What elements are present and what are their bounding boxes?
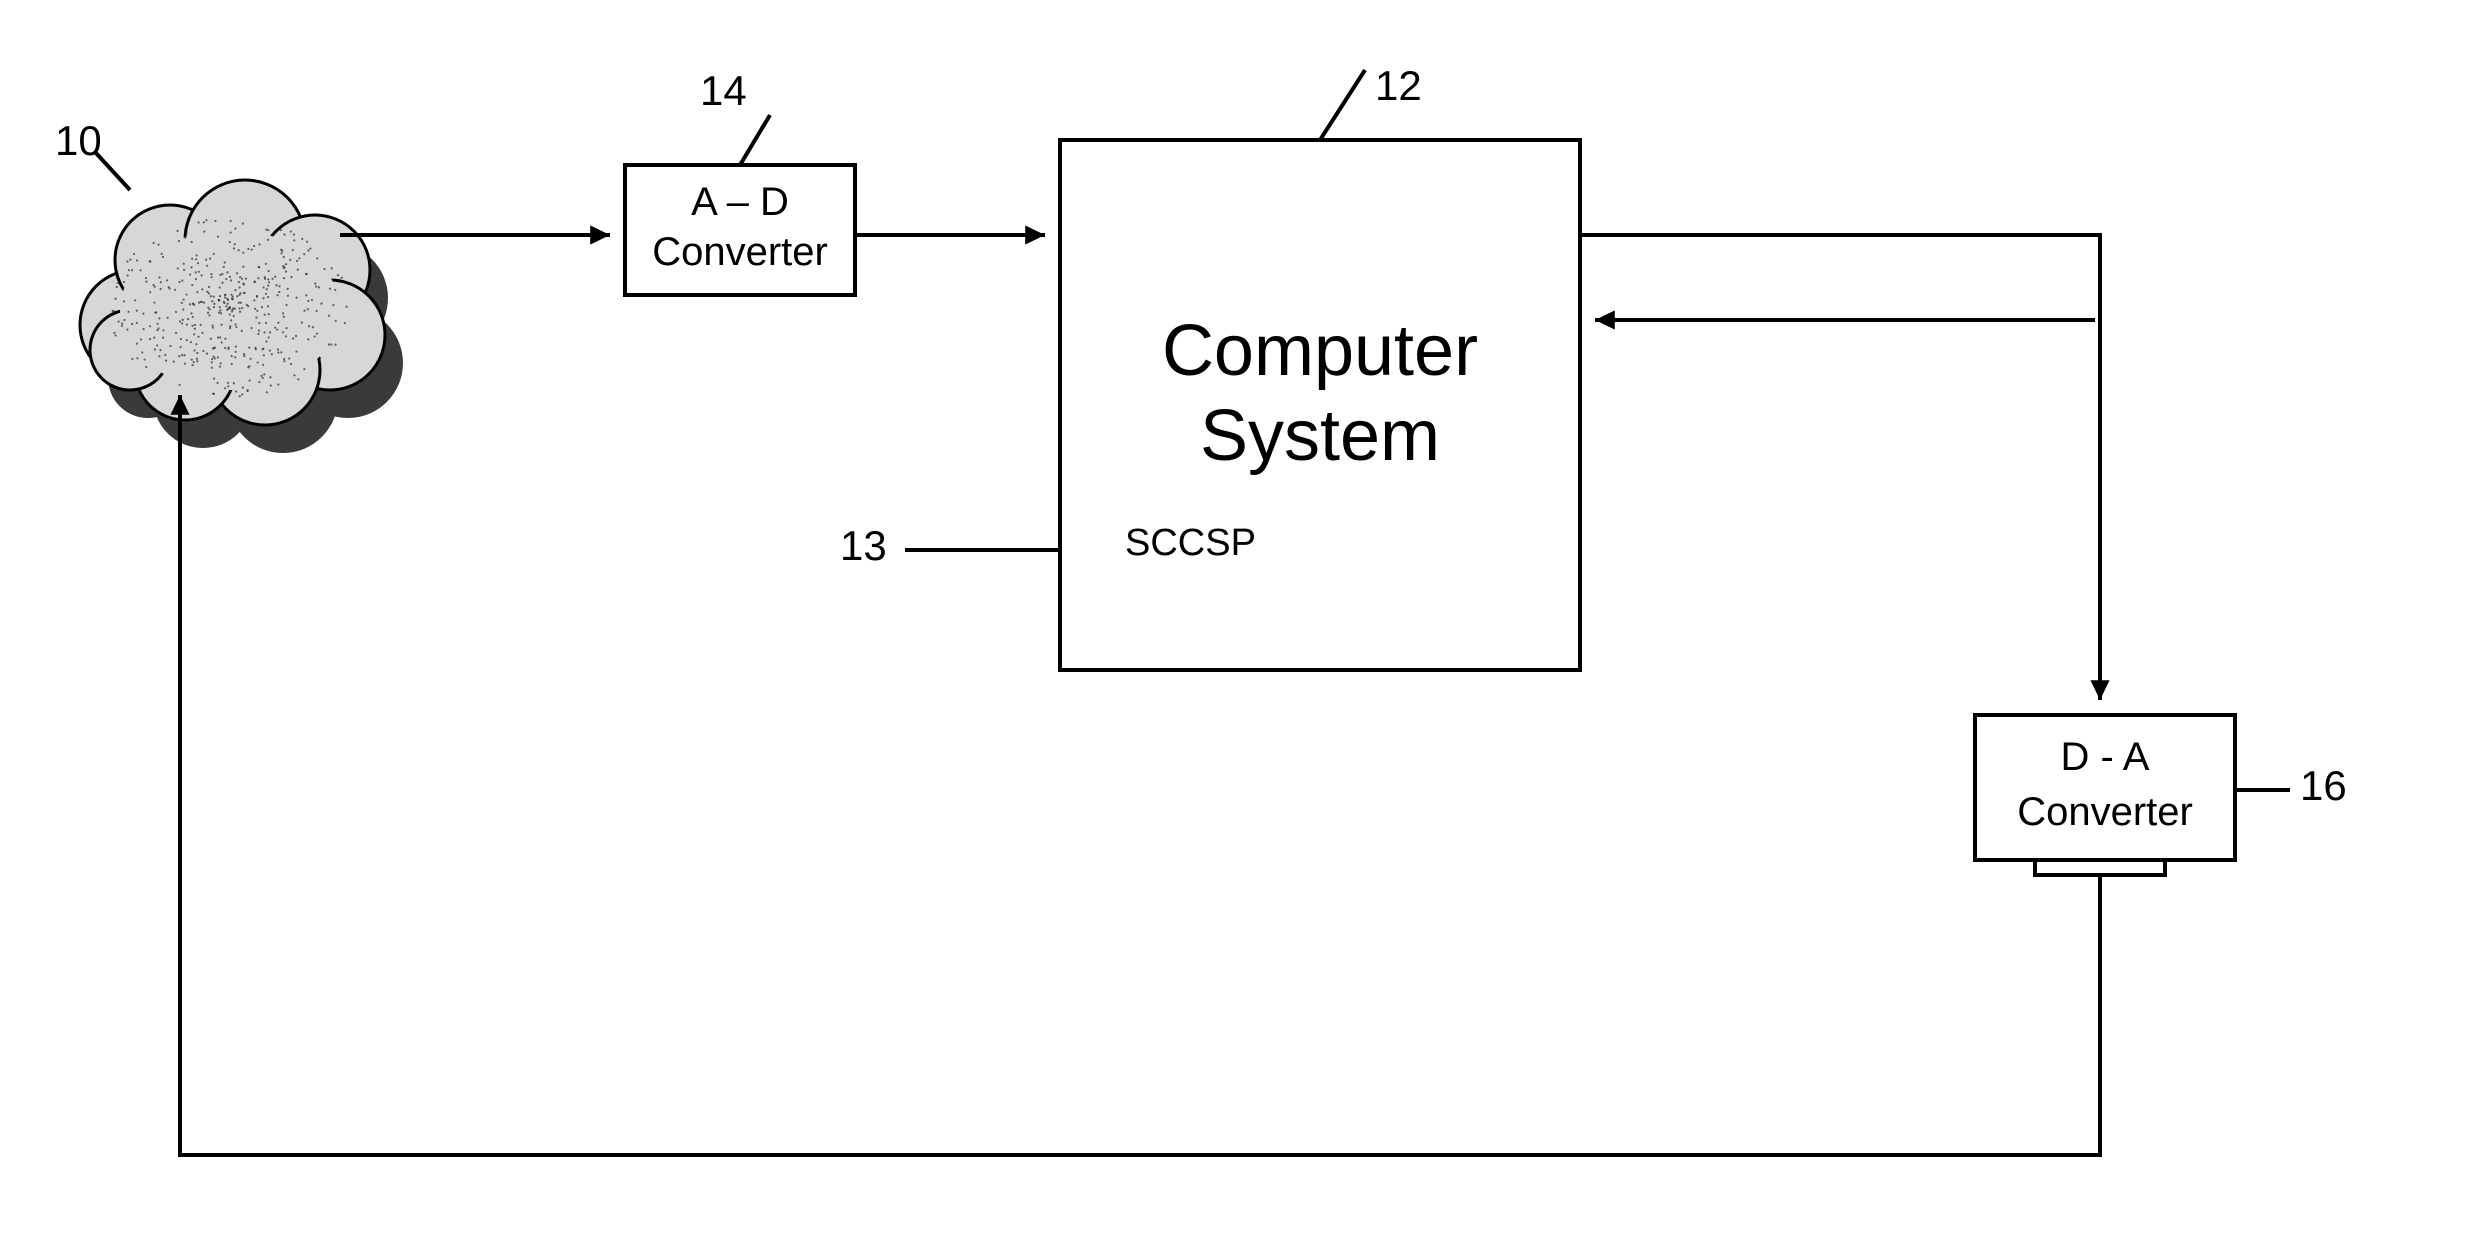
svg-text:16: 16 — [2300, 762, 2347, 809]
svg-text:A – D: A – D — [691, 180, 789, 224]
svg-text:14: 14 — [700, 67, 747, 114]
svg-text:SCCSP: SCCSP — [1125, 522, 1256, 564]
svg-text:13: 13 — [840, 522, 887, 569]
svg-text:Converter: Converter — [2017, 790, 2193, 834]
block-diagram: 10 A – D Converter 14 ComputerSystem 12 SCCSP 1… — [0, 0, 2488, 1260]
svg-text:12: 12 — [1375, 62, 1422, 109]
svg-text:10: 10 — [55, 117, 102, 164]
svg-text:Computer: Computer — [1162, 311, 1478, 391]
svg-text:Converter: Converter — [652, 230, 828, 274]
svg-text:System: System — [1200, 396, 1440, 476]
svg-text:D - A: D - A — [2061, 735, 2150, 779]
